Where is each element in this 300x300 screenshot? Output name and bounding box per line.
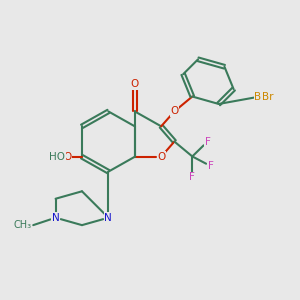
- Text: F: F: [208, 161, 214, 171]
- Text: N: N: [52, 213, 59, 223]
- Text: O: O: [63, 152, 71, 162]
- Text: CH₃: CH₃: [14, 220, 32, 230]
- Text: F: F: [189, 172, 195, 182]
- Text: Br: Br: [262, 92, 273, 101]
- Text: Br: Br: [254, 92, 266, 101]
- Text: HO: HO: [50, 152, 65, 162]
- Text: N: N: [104, 213, 112, 223]
- Text: O: O: [157, 152, 165, 162]
- Text: O: O: [157, 152, 165, 162]
- Text: F: F: [205, 136, 211, 146]
- Text: O: O: [130, 79, 139, 89]
- Text: F: F: [205, 136, 211, 146]
- Text: O: O: [170, 106, 178, 116]
- Text: N: N: [52, 213, 59, 223]
- Text: O: O: [130, 79, 139, 89]
- Text: F: F: [189, 172, 195, 182]
- Text: N: N: [104, 213, 112, 223]
- Text: F: F: [208, 161, 214, 171]
- Text: O: O: [170, 106, 178, 116]
